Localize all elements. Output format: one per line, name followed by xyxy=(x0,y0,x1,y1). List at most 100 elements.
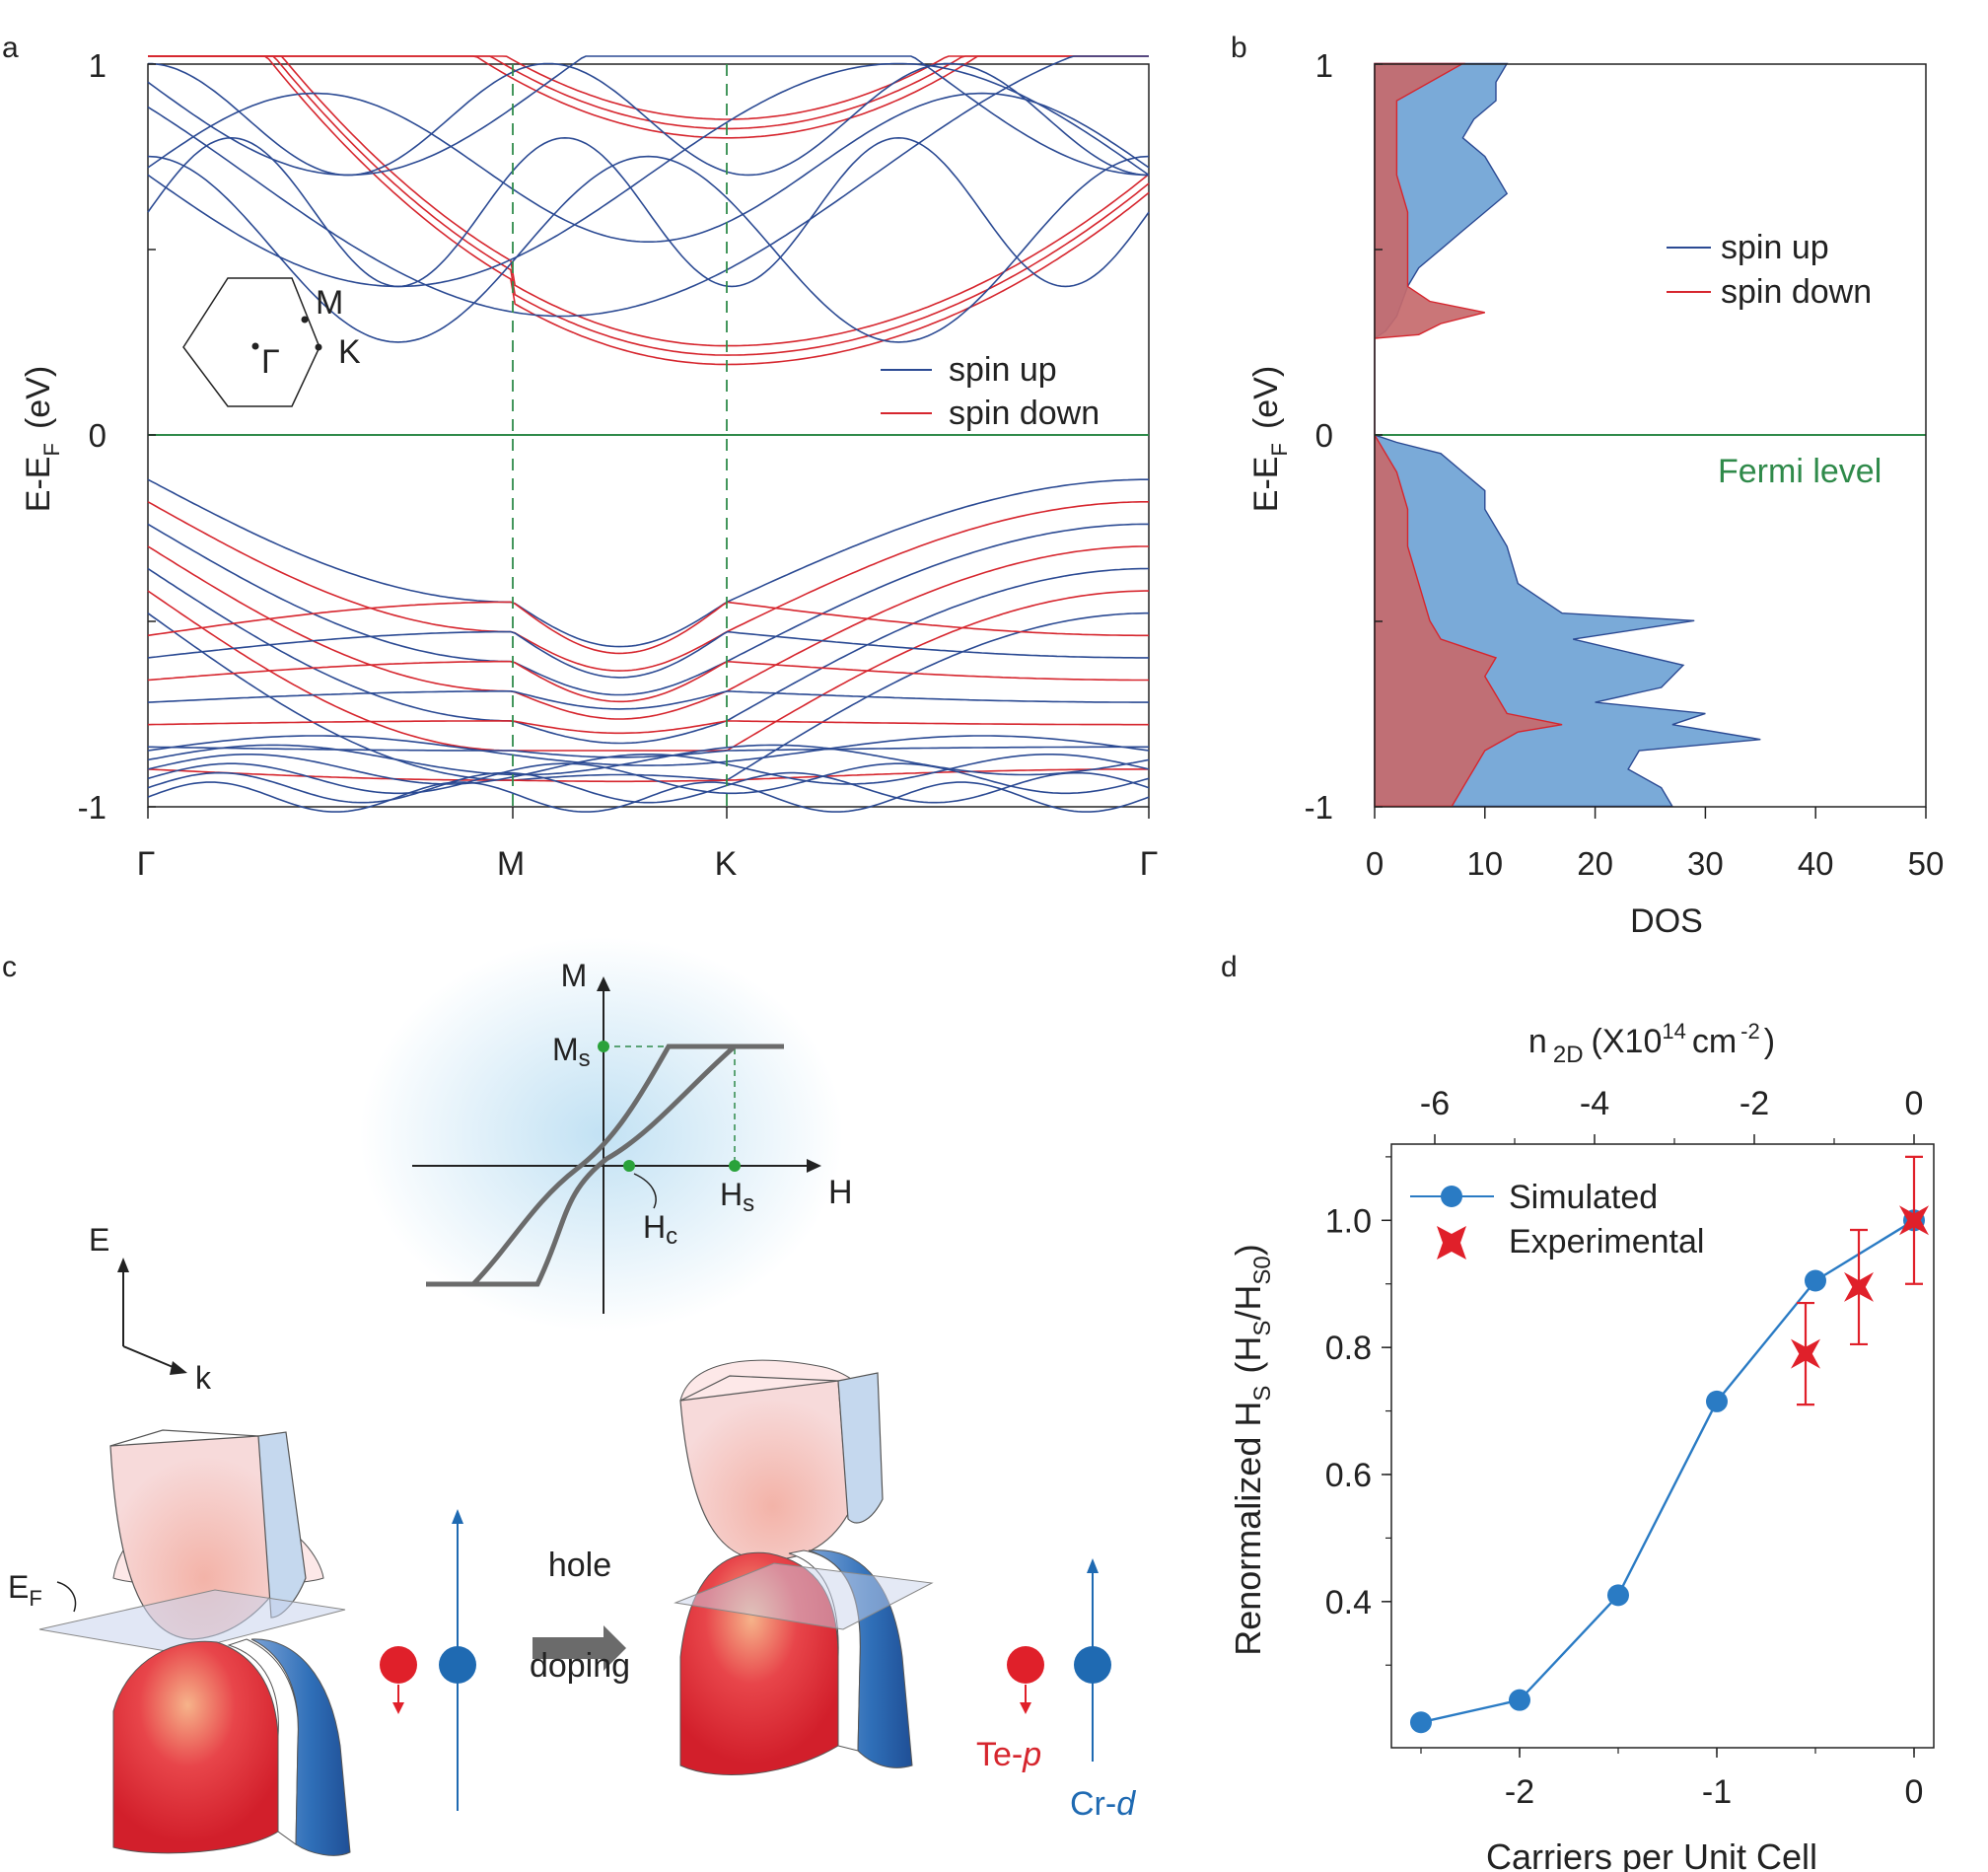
d-toptick-label: 0 xyxy=(1905,1085,1924,1122)
band-valence-5 xyxy=(147,590,1149,752)
d-ytick-label: 0.8 xyxy=(1325,1330,1372,1367)
experimental-point xyxy=(1791,1338,1820,1369)
d-top-xlabel: n 2D (X1014 cm -2) xyxy=(1528,1019,1775,1068)
a-xtick-gamma1: Γ xyxy=(137,845,156,883)
dos-area-spin-up xyxy=(1374,62,1761,808)
simulated-line xyxy=(1420,1219,1915,1724)
band-schematic-before: EF xyxy=(8,1429,476,1856)
band-deep-0 xyxy=(147,735,1150,766)
band-valence-12 xyxy=(148,746,1149,758)
legend-experimental: Experimental xyxy=(1509,1223,1704,1260)
b-legend-spin-up: spin up xyxy=(1721,229,1829,266)
simulated-point xyxy=(1410,1711,1432,1734)
band-deep-1 xyxy=(147,744,1150,776)
a-xtick-m: M xyxy=(497,845,525,883)
band-valence-0 xyxy=(147,478,1149,648)
hyst-m-label: M xyxy=(561,958,588,993)
band-spin-up-cond-2 xyxy=(147,55,1149,318)
band-valence-4 xyxy=(147,567,1150,745)
band-spin-up-cond-5 xyxy=(147,136,1150,288)
b-xtick-label: 20 xyxy=(1577,845,1613,882)
band-valence-10 xyxy=(147,689,1149,710)
d-ylabel: Renormalized HS(HS/HS0) xyxy=(1228,1244,1276,1656)
inset-m-label: M xyxy=(316,284,343,322)
panel-label-a: a xyxy=(2,32,19,64)
a-ylabel: E-EF(eV) xyxy=(20,366,64,512)
panel-d-frame xyxy=(1390,1143,1935,1749)
panel-d-series xyxy=(1410,1155,1929,1734)
ef-label: EF xyxy=(8,1569,42,1611)
a-ytick-0: 0 xyxy=(89,417,106,454)
band-valence-1 xyxy=(147,501,1149,672)
panel-label-b: b xyxy=(1231,32,1247,64)
panel-a-x-ticks xyxy=(147,807,1150,819)
panel-d-ticks: -2 -1 0 0.4 0.6 0.8 1.0 -6 -4 -2 0 xyxy=(1325,1085,1924,1811)
b-ylabel: E-EF(eV) xyxy=(1247,366,1292,512)
hole-doping-arrow: hole doping xyxy=(530,1547,630,1685)
hyst-hc-label: Hc xyxy=(643,1209,677,1250)
panel-b: b 1 0 -1 0 10 20 30 40 50 DOS E-EF(eV) spin u… xyxy=(1231,32,1944,940)
b-xtick-label: 10 xyxy=(1466,845,1503,882)
b-xtick-label: 40 xyxy=(1798,845,1834,882)
panel-c: c M Ms H Hs Hc E xyxy=(2,937,1136,1856)
panel-d-legend: Simulated Experimental xyxy=(1410,1179,1704,1260)
hysteresis-plot: M Ms H Hs Hc xyxy=(412,958,853,1314)
legend-simulated: Simulated xyxy=(1509,1179,1658,1216)
a-ytick-neg1: -1 xyxy=(78,789,106,826)
a-xtick-gamma2: Γ xyxy=(1140,845,1159,883)
band-valence-13 xyxy=(147,768,1149,783)
band-structure xyxy=(147,55,1150,813)
d-ytick-label: 0.4 xyxy=(1325,1584,1372,1621)
panel-label-c: c xyxy=(2,951,17,983)
e-k-axes: E k xyxy=(89,1222,212,1396)
fermi-level-label: Fermi level xyxy=(1718,453,1882,490)
band-valence-2 xyxy=(147,523,1149,696)
band-spin-up-cond-1 xyxy=(147,92,1150,243)
band-spin-down-high-0 xyxy=(148,55,1149,139)
panel-a: a 1 0 -1 Γ M K Γ E-EF(eV) xyxy=(2,32,1158,883)
simulated-point xyxy=(1509,1689,1530,1711)
dos-area-spin-down xyxy=(1374,62,1563,808)
doping-label: doping xyxy=(530,1647,630,1685)
a-xtick-k: K xyxy=(715,845,738,883)
panel-d: d -2 -1 0 0.4 0.6 0.8 1.0 -6 -4 -2 0 Carriers per … xyxy=(1221,951,1935,1872)
d-xtick-label: 0 xyxy=(1905,1773,1924,1811)
panel-b-x-ticks: 0 10 20 30 40 50 xyxy=(1366,807,1944,882)
band-deep-4 xyxy=(147,771,1150,804)
panel-b-y-ticks xyxy=(1375,63,1383,808)
svg-text:Renormalized HS(HS/HS0): Renormalized HS(HS/HS0) xyxy=(1228,1244,1276,1656)
hysteresis-glow xyxy=(360,937,843,1332)
band-spin-down-high-2 xyxy=(148,55,1149,120)
panel-a-legend: spin up spin down xyxy=(881,351,1100,432)
d-toptick-label: -6 xyxy=(1420,1085,1450,1122)
svg-text:E-EF(eV): E-EF(eV) xyxy=(20,366,64,512)
d-xtick-label: -1 xyxy=(1702,1773,1732,1811)
band-deep-3 xyxy=(147,762,1150,795)
band-spin-down-cond-1 xyxy=(148,55,1150,356)
panel-a-y-ticks xyxy=(148,63,156,808)
b-xtick-label: 0 xyxy=(1366,845,1384,882)
band-spin-up-cond-6 xyxy=(147,55,1149,177)
b-ytick-1: 1 xyxy=(1315,47,1333,84)
dos-areas xyxy=(1374,62,1761,808)
experimental-point xyxy=(1844,1271,1874,1302)
band-valence-9 xyxy=(147,660,1149,703)
te-p-label: Te-p xyxy=(976,1736,1041,1773)
b-legend-spin-down: spin down xyxy=(1721,273,1872,311)
legend-spin-up: spin up xyxy=(949,351,1057,389)
d-ytick-label: 1.0 xyxy=(1325,1202,1372,1240)
band-spin-down-cond-0 xyxy=(148,55,1150,366)
band-valence-11 xyxy=(147,720,1149,735)
band-valence-3 xyxy=(147,545,1149,720)
band-spin-up-cond-3 xyxy=(147,62,1150,177)
brillouin-zone-inset: M K Γ xyxy=(182,277,361,407)
svg-text:E-EF(eV): E-EF(eV) xyxy=(1247,366,1292,512)
b-xlabel: DOS xyxy=(1630,902,1703,940)
d-toptick-label: -2 xyxy=(1740,1085,1769,1122)
cr-d-label: Cr-d xyxy=(1070,1785,1136,1823)
axis-e-label: E xyxy=(89,1222,109,1258)
hole-label: hole xyxy=(548,1547,611,1584)
hyst-ms-label: Ms xyxy=(552,1032,591,1072)
band-spin-up-cond-0 xyxy=(147,62,1150,288)
